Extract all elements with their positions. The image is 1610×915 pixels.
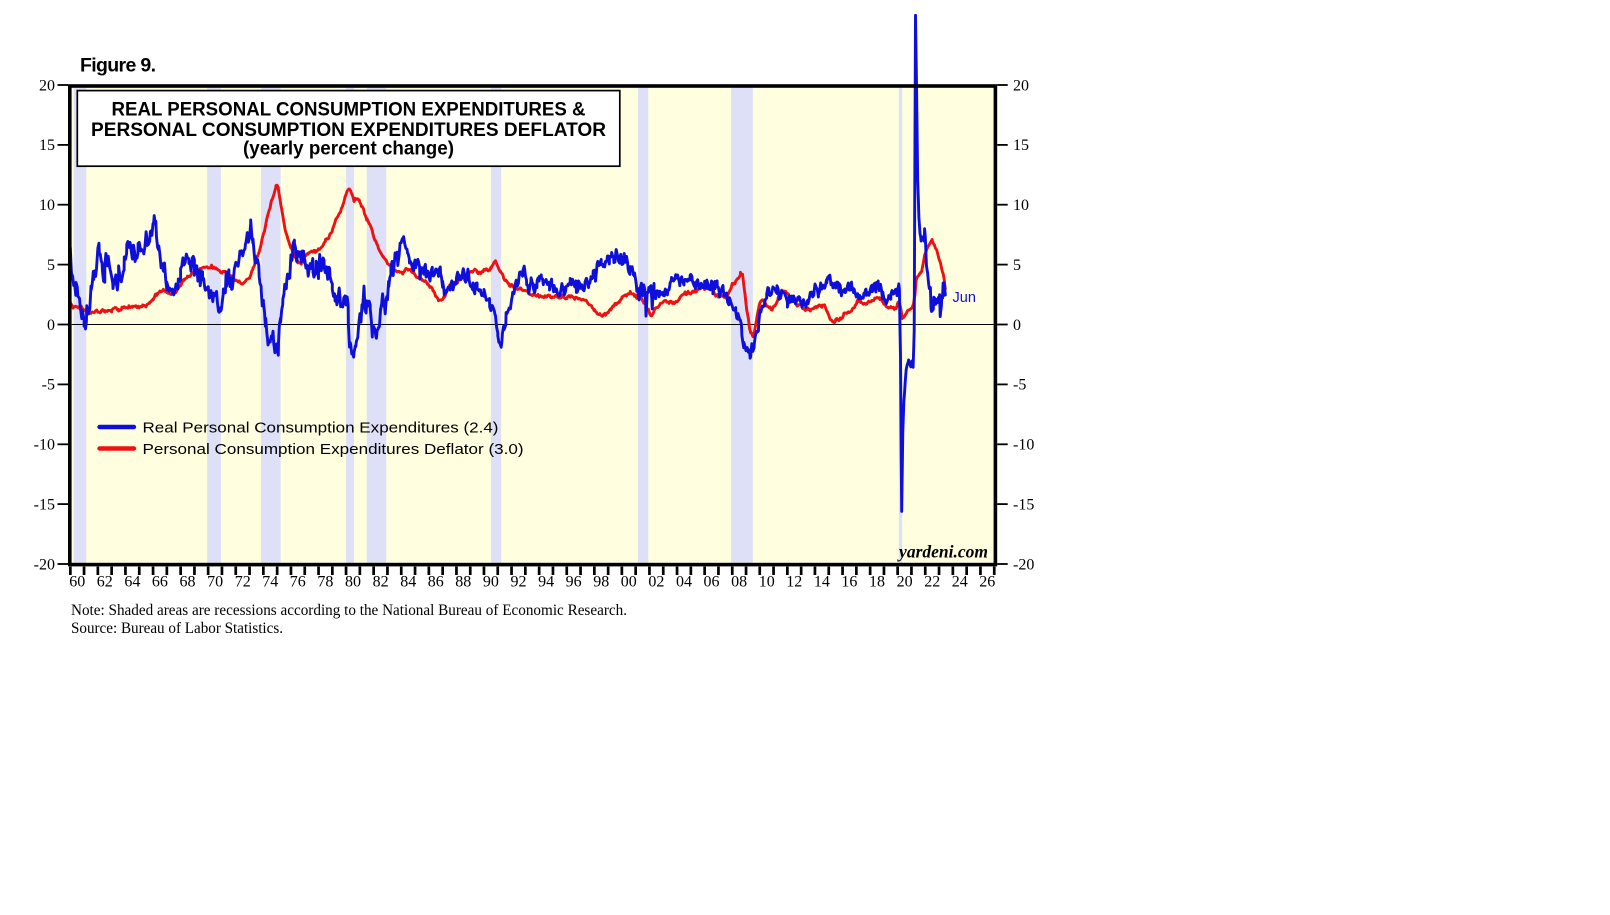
svg-text:10: 10 xyxy=(759,574,775,591)
svg-text:22: 22 xyxy=(924,574,940,591)
svg-text:Real Personal Consumption Expe: Real Personal Consumption Expenditures (… xyxy=(143,420,499,436)
svg-text:(yearly percent change): (yearly percent change) xyxy=(243,138,454,160)
svg-text:PERSONAL CONSUMPTION EXPENDITU: PERSONAL CONSUMPTION EXPENDITURES DEFLAT… xyxy=(91,119,606,141)
svg-text:66: 66 xyxy=(152,574,168,591)
svg-text:12: 12 xyxy=(786,574,802,591)
svg-text:16: 16 xyxy=(841,574,857,591)
svg-text:82: 82 xyxy=(373,574,389,591)
svg-text:02: 02 xyxy=(648,574,664,591)
svg-text:15: 15 xyxy=(1013,137,1029,154)
svg-text:74: 74 xyxy=(262,574,278,591)
svg-text:62: 62 xyxy=(97,574,113,591)
svg-text:92: 92 xyxy=(511,574,527,591)
svg-text:Note: Shaded areas are recessi: Note: Shaded areas are recessions accord… xyxy=(71,602,627,619)
svg-text:06: 06 xyxy=(704,574,720,591)
svg-text:Personal Consumption Expenditu: Personal Consumption Expenditures Deflat… xyxy=(143,442,524,458)
svg-text:Figure 9.: Figure 9. xyxy=(80,55,156,77)
svg-text:98: 98 xyxy=(593,574,609,591)
svg-text:5: 5 xyxy=(1013,257,1021,274)
svg-text:-10: -10 xyxy=(34,437,55,454)
svg-text:20: 20 xyxy=(897,574,913,591)
svg-text:-15: -15 xyxy=(1013,496,1034,513)
svg-text:-20: -20 xyxy=(34,556,55,573)
svg-text:0: 0 xyxy=(1013,317,1021,334)
svg-text:08: 08 xyxy=(731,574,747,591)
svg-text:5: 5 xyxy=(47,257,55,274)
svg-text:10: 10 xyxy=(1013,197,1029,214)
svg-text:-15: -15 xyxy=(34,496,55,513)
svg-text:70: 70 xyxy=(207,574,223,591)
svg-text:-20: -20 xyxy=(1013,556,1034,573)
svg-text:78: 78 xyxy=(317,574,333,591)
svg-text:68: 68 xyxy=(180,574,196,591)
svg-text:15: 15 xyxy=(39,137,55,154)
svg-text:20: 20 xyxy=(1013,77,1029,94)
svg-text:-5: -5 xyxy=(1013,377,1026,394)
svg-text:yardeni.com: yardeni.com xyxy=(897,542,988,562)
svg-text:26: 26 xyxy=(979,574,995,591)
svg-text:10: 10 xyxy=(39,197,55,214)
svg-text:00: 00 xyxy=(621,574,637,591)
svg-text:76: 76 xyxy=(290,574,306,591)
svg-text:94: 94 xyxy=(538,574,554,591)
svg-text:86: 86 xyxy=(428,574,444,591)
svg-text:14: 14 xyxy=(814,574,830,591)
svg-text:REAL PERSONAL CONSUMPTION EXPE: REAL PERSONAL CONSUMPTION EXPENDITURES & xyxy=(112,99,586,121)
svg-text:80: 80 xyxy=(345,574,361,591)
svg-text:-10: -10 xyxy=(1013,437,1034,454)
svg-text:Source: Bureau of Labor Statis: Source: Bureau of Labor Statistics. xyxy=(71,620,283,637)
svg-text:60: 60 xyxy=(69,574,85,591)
svg-text:Jun: Jun xyxy=(953,290,976,306)
svg-text:84: 84 xyxy=(400,574,416,591)
svg-text:04: 04 xyxy=(676,574,692,591)
svg-text:-5: -5 xyxy=(42,377,55,394)
svg-text:96: 96 xyxy=(566,574,582,591)
svg-text:24: 24 xyxy=(952,574,968,591)
svg-text:64: 64 xyxy=(124,574,140,591)
svg-text:90: 90 xyxy=(483,574,499,591)
svg-text:20: 20 xyxy=(39,77,55,94)
svg-text:72: 72 xyxy=(235,574,251,591)
svg-text:88: 88 xyxy=(455,574,471,591)
svg-text:0: 0 xyxy=(47,317,55,334)
svg-text:18: 18 xyxy=(869,574,885,591)
